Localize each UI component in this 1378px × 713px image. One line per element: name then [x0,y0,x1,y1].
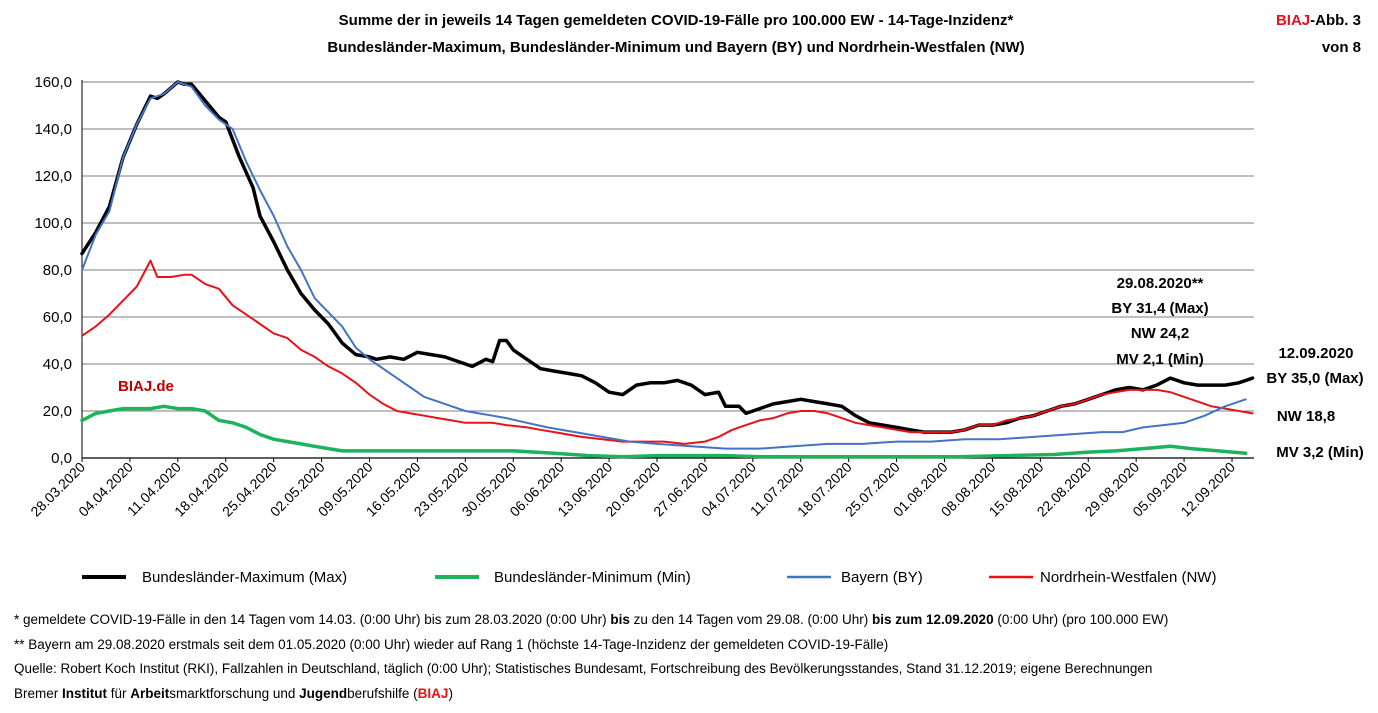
chart-title: Summe der in jeweils 14 Tagen gemeldeten… [339,12,1014,29]
annotation-mv-1: MV 2,1 (Min) [1116,351,1204,368]
footnote-publisher: Bremer Institut für Arbeitsmarktforschun… [14,682,1374,707]
legend-label-max: Bundesländer-Maximum (Max) [142,569,347,586]
footnote-1-text-b: zu den 14 Tagen vom 29.08. (0:00 Uhr) [629,612,872,627]
annotation-date-1: 29.08.2020** [1117,275,1204,292]
annotation-by-1: BY 31,4 (Max) [1111,300,1208,317]
publisher-b: Institut [62,685,108,701]
footnote-1-bold-a: bis [610,612,630,627]
footnotes: * gemeldete COVID-19-Fälle in den 14 Tag… [14,608,1374,706]
watermark: BIAJ.de [118,378,174,395]
y-tick-label: 100,0 [34,215,72,232]
legend: Bundesländer-Maximum (Max) Bundesländer-… [82,569,1216,586]
publisher-c: für [107,685,131,701]
publisher-e: smarktforschung und [169,685,300,701]
y-tick-label: 160,0 [34,74,72,91]
y-tick-label: 120,0 [34,168,72,185]
legend-label-nw: Nordrhein-Westfalen (NW) [1040,569,1216,586]
annotation-nw-1: NW 24,2 [1131,325,1189,342]
legend-label-by: Bayern (BY) [841,569,923,586]
series-line-nw [81,259,1254,445]
chart-svg: Summe der in jeweils 14 Tagen gemeldeten… [27,12,1364,586]
footnote-source: Quelle: Robert Koch Institut (RKI), Fall… [14,661,1153,676]
series-line-by [81,81,1247,450]
badge-brand: BIAJ [1276,12,1310,29]
publisher-d: Arbeit [130,685,170,701]
legend-label-min: Bundesländer-Minimum (Min) [494,569,691,586]
publisher-f: Jugend [299,685,348,701]
series-lines [80,80,1255,459]
footnote-1-text-c: (0:00 Uhr) (pro 100.000 EW) [993,612,1169,627]
annotation-by-2: BY 35,0 (Max) [1266,370,1363,387]
publisher-i: ) [448,685,453,701]
y-tick-label: 20,0 [43,403,72,420]
footnote-1-bold-b: bis zum 12.09.2020 [872,612,994,627]
y-tick-label: 80,0 [43,262,72,279]
footnote-1-text: * gemeldete COVID-19-Fälle in den 14 Tag… [14,612,611,627]
y-axis: 0,0 20,0 40,0 60,0 80,0 100,0 120,0 140,0 160,0 [34,74,72,467]
annotation-mv-2: MV 3,2 (Min) [1276,444,1364,461]
y-tick-label: 0,0 [51,450,72,467]
publisher-g: berufshilfe ( [347,685,418,701]
y-tick-label: 140,0 [34,121,72,138]
chart-subtitle: Bundesländer-Maximum, Bundesländer-Minim… [327,39,1024,56]
y-tick-label: 60,0 [43,309,72,326]
series-line-min [80,404,1248,459]
annotation-date-2: 12.09.2020 [1278,345,1353,362]
footnote-2: ** Bayern am 29.08.2020 erstmals seit de… [14,636,889,652]
y-tick-label: 40,0 [43,356,72,373]
x-axis: 28.03.202004.04.202011.04.202018.04.2020… [27,458,1238,520]
figure-badge-page: von 8 [1322,39,1361,56]
series-line-max [80,80,1255,434]
footnote-1: * gemeldete COVID-19-Fälle in den 14 Tag… [14,608,1374,633]
publisher-brand: BIAJ [417,685,449,701]
annotation-nw-2: NW 18,8 [1277,408,1335,425]
publisher-a: Bremer [14,685,63,701]
figure-badge: BIAJ-Abb. 3 [1276,12,1361,29]
badge-label: -Abb. 3 [1310,12,1361,29]
